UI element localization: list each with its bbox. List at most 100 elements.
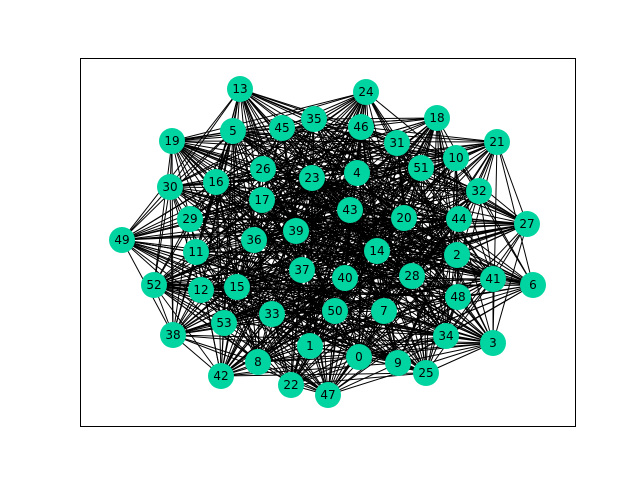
edge-30-52 <box>153 186 171 286</box>
edge-19-29 <box>171 140 191 220</box>
node-label-10: 10 <box>448 151 463 165</box>
node-label-29: 29 <box>182 212 197 226</box>
node-label-49: 49 <box>114 233 129 247</box>
node-label-11: 11 <box>188 245 203 259</box>
edge-36-45 <box>253 127 283 241</box>
edge-27-48 <box>457 223 528 298</box>
node-circle-38 <box>160 322 186 348</box>
node-label-13: 13 <box>232 82 247 96</box>
node-label-39: 39 <box>288 224 303 238</box>
node-label-17: 17 <box>254 193 269 207</box>
node-circle-37 <box>289 257 315 283</box>
edge-13-30 <box>169 88 241 188</box>
node-circle-16 <box>203 169 229 195</box>
node-label-14: 14 <box>369 244 384 258</box>
node-24: 24 <box>353 79 379 105</box>
node-6: 6 <box>520 272 546 298</box>
node-45: 45 <box>269 115 295 141</box>
edge-19-24 <box>171 91 367 142</box>
node-label-27: 27 <box>519 217 534 231</box>
edge-34-44 <box>445 218 460 337</box>
edge-28-46 <box>360 126 413 277</box>
edge-29-39 <box>189 218 297 232</box>
edge-43-53 <box>223 209 351 324</box>
edge-27-40 <box>344 223 528 279</box>
node-8: 8 <box>245 349 271 375</box>
node-label-18: 18 <box>429 111 444 125</box>
node-circle-46 <box>348 114 374 140</box>
node-label-46: 46 <box>353 120 368 134</box>
node-0: 0 <box>346 344 372 370</box>
node-29: 29 <box>177 206 203 232</box>
node-label-26: 26 <box>255 162 270 176</box>
node-17: 17 <box>249 187 275 213</box>
node-27: 27 <box>514 211 540 237</box>
edge-6-42 <box>220 284 534 377</box>
node-circle-4 <box>344 160 370 186</box>
node-50: 50 <box>322 298 348 324</box>
edge-49-50 <box>121 239 336 312</box>
node-38: 38 <box>160 322 186 348</box>
node-label-22: 22 <box>283 378 298 392</box>
node-circle-1 <box>297 333 323 359</box>
node-circle-36 <box>241 227 267 253</box>
node-circle-30 <box>157 174 183 200</box>
node-label-0: 0 <box>355 350 363 364</box>
node-16: 16 <box>203 169 229 195</box>
edge-38-51 <box>172 167 422 336</box>
node-label-35: 35 <box>306 112 321 126</box>
node-2: 2 <box>444 242 470 268</box>
edge-43-49 <box>121 209 351 241</box>
node-circle-24 <box>353 79 379 105</box>
edge-29-31 <box>189 142 398 220</box>
node-circle-7 <box>371 298 397 324</box>
node-label-25: 25 <box>418 366 433 380</box>
axes-frame <box>80 58 576 427</box>
node-circle-53 <box>211 310 237 336</box>
node-37: 37 <box>289 257 315 283</box>
edge-3-9 <box>397 342 494 364</box>
node-5: 5 <box>220 118 246 144</box>
node-circle-44 <box>446 206 472 232</box>
node-label-41: 41 <box>485 272 500 286</box>
node-circle-51 <box>408 155 434 181</box>
node-21: 21 <box>484 129 510 155</box>
edge-17-24 <box>261 91 367 201</box>
node-label-34: 34 <box>438 329 453 343</box>
edge-15-32 <box>236 190 480 288</box>
node-circle-9 <box>385 350 411 376</box>
node-circle-49 <box>109 227 135 253</box>
node-18: 18 <box>424 105 450 131</box>
node-20: 20 <box>391 205 417 231</box>
edge-22-39 <box>290 230 297 386</box>
edge-37-38 <box>172 269 303 336</box>
edge-3-21 <box>492 141 498 344</box>
node-label-53: 53 <box>216 316 231 330</box>
edge-40-51 <box>344 167 422 279</box>
edge-33-47 <box>271 313 329 396</box>
node-49: 49 <box>109 227 135 253</box>
node-label-37: 37 <box>294 263 309 277</box>
node-51: 51 <box>408 155 434 181</box>
edge-52-53 <box>153 284 225 324</box>
node-label-28: 28 <box>404 269 419 283</box>
node-label-44: 44 <box>451 212 466 226</box>
node-circle-43 <box>337 197 363 223</box>
node-circle-52 <box>141 272 167 298</box>
node-label-47: 47 <box>320 388 335 402</box>
node-14: 14 <box>364 238 390 264</box>
edge-16-42 <box>215 181 222 377</box>
edge-32-41 <box>478 190 494 280</box>
node-circle-8 <box>245 349 271 375</box>
node-39: 39 <box>283 218 309 244</box>
node-label-38: 38 <box>165 328 180 342</box>
edge-38-40 <box>172 277 346 336</box>
edge-39-42 <box>220 230 297 377</box>
edge-14-33 <box>271 250 378 315</box>
edge-18-44 <box>436 117 460 220</box>
node-53: 53 <box>211 310 237 336</box>
edge-15-16 <box>215 181 238 288</box>
node-label-20: 20 <box>396 211 411 225</box>
node-circle-26 <box>250 156 276 182</box>
